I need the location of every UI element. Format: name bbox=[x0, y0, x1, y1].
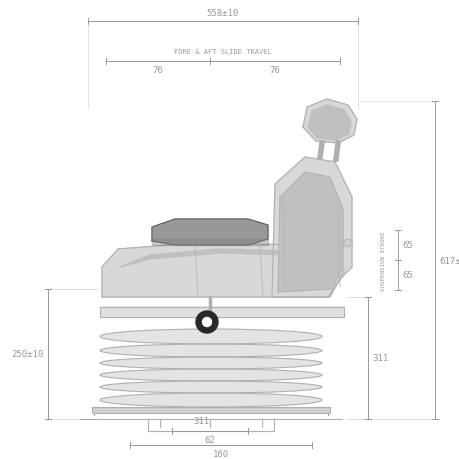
Polygon shape bbox=[151, 219, 268, 246]
Text: FORE & AFT SLIDE TRAVEL: FORE & AFT SLIDE TRAVEL bbox=[174, 49, 271, 55]
Text: 65: 65 bbox=[401, 241, 412, 250]
Text: 76: 76 bbox=[152, 66, 163, 75]
Ellipse shape bbox=[100, 344, 321, 357]
Text: 311: 311 bbox=[192, 416, 208, 425]
Polygon shape bbox=[302, 100, 356, 144]
Text: 65: 65 bbox=[401, 271, 412, 280]
Text: 160: 160 bbox=[213, 449, 229, 458]
Polygon shape bbox=[271, 157, 351, 297]
Ellipse shape bbox=[100, 357, 321, 369]
Ellipse shape bbox=[100, 393, 321, 407]
Text: 62: 62 bbox=[204, 435, 215, 444]
Polygon shape bbox=[120, 249, 334, 271]
Circle shape bbox=[202, 318, 211, 327]
Polygon shape bbox=[308, 106, 350, 141]
Polygon shape bbox=[277, 173, 342, 292]
Text: SUSPENSION STROKE: SUSPENSION STROKE bbox=[381, 231, 386, 290]
Bar bbox=[100, 308, 343, 317]
Text: 311: 311 bbox=[371, 354, 387, 363]
Text: 250±10: 250±10 bbox=[12, 350, 44, 359]
Bar bbox=[92, 407, 329, 413]
Ellipse shape bbox=[100, 381, 321, 393]
Ellipse shape bbox=[100, 369, 321, 381]
Ellipse shape bbox=[100, 329, 321, 344]
Polygon shape bbox=[102, 243, 343, 297]
Polygon shape bbox=[151, 240, 268, 246]
Circle shape bbox=[343, 240, 351, 247]
Text: 617±10: 617±10 bbox=[438, 256, 459, 265]
Circle shape bbox=[196, 311, 218, 333]
Text: 558±10: 558±10 bbox=[207, 9, 239, 18]
Text: 76: 76 bbox=[269, 66, 280, 75]
